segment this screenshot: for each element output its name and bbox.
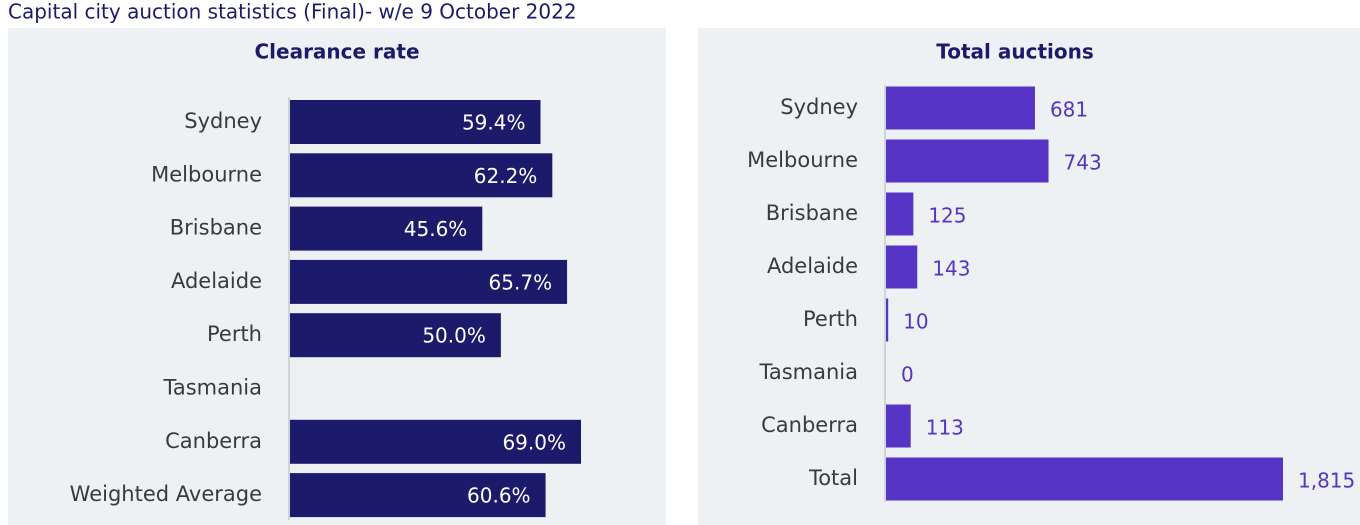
bar	[290, 206, 483, 251]
category-label: Adelaide	[767, 254, 858, 278]
value-label: 0	[901, 363, 914, 387]
category-label: Adelaide	[171, 269, 262, 293]
value-label: 45.6%	[404, 217, 468, 241]
category-label: Canberra	[165, 429, 262, 453]
category-label: Tasmania	[163, 376, 263, 400]
category-label: Total	[808, 466, 858, 490]
bar	[886, 298, 889, 342]
bar	[290, 313, 501, 358]
bar	[886, 192, 914, 236]
value-label: 59.4%	[462, 111, 526, 135]
bar	[290, 419, 581, 464]
bar	[290, 100, 541, 144]
category-label: Melbourne	[151, 162, 262, 186]
value-label: 113	[926, 416, 964, 440]
bar	[886, 245, 918, 289]
value-label: 143	[932, 257, 970, 281]
value-label: 65.7%	[489, 270, 553, 294]
value-label: 681	[1050, 98, 1088, 122]
category-label: Canberra	[761, 413, 858, 437]
category-label: Brisbane	[170, 216, 262, 240]
value-label: 69.0%	[502, 430, 566, 454]
category-label: Tasmania	[759, 360, 859, 384]
value-label: 125	[928, 204, 966, 228]
bar	[886, 404, 911, 448]
value-label: 62.2%	[474, 164, 538, 188]
value-label: 60.6%	[467, 484, 531, 508]
value-label: 50.0%	[422, 324, 486, 348]
chart-subtitle: Clearance rate	[254, 40, 419, 64]
category-label: Perth	[803, 307, 858, 331]
category-label: Perth	[207, 322, 262, 346]
bar	[886, 457, 1283, 501]
value-label: 1,815	[1298, 469, 1355, 493]
bar	[886, 139, 1049, 183]
chart-subtitle: Total auctions	[936, 40, 1094, 64]
category-label: Melbourne	[747, 148, 858, 172]
value-label: 743	[1064, 151, 1102, 175]
category-label: Sydney	[184, 109, 262, 133]
page-title: Capital city auction statistics (Final)-…	[8, 0, 577, 24]
bar	[290, 473, 546, 518]
bar	[886, 86, 1035, 130]
category-label: Sydney	[780, 95, 858, 119]
bar	[290, 259, 568, 304]
bar	[290, 153, 553, 198]
value-label: 10	[903, 310, 928, 334]
category-label: Brisbane	[766, 201, 858, 225]
category-label: Weighted Average	[70, 482, 262, 506]
